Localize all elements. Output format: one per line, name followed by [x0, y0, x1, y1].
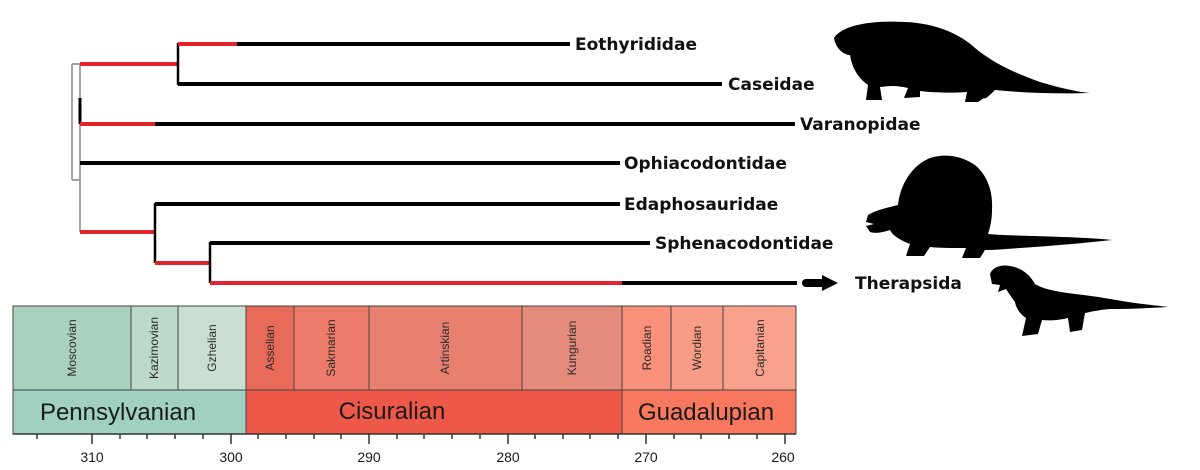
tick-label-260: 260: [771, 449, 795, 465]
taxon-label-sphenacodontidae: Sphenacodontidae: [655, 234, 833, 254]
stage-cell-kazimovian: [130, 305, 179, 391]
epoch-label-guadalupian: Guadalupian: [638, 399, 774, 426]
taxon-label-eothyrididae: Eothyrididae: [575, 35, 697, 55]
stage-label-roadian: Roadian: [640, 326, 654, 371]
stage-cell-kungurian: [521, 305, 623, 391]
taxon-labels: Eothyrididae Caseidae Varanopidae Ophiac…: [575, 35, 962, 294]
stage-label-moscovian: Moscovian: [65, 319, 79, 376]
epoch-label-cisuralian: Cisuralian: [339, 398, 446, 425]
epoch-label-pennsylvanian: Pennsylvanian: [40, 399, 196, 426]
tick-label-300: 300: [219, 449, 243, 465]
taxon-label-edaphosauridae: Edaphosauridae: [624, 195, 778, 215]
stage-cell-moscovian: [12, 305, 132, 391]
stage-label-capitanian: Capitanian: [753, 319, 767, 376]
geologic-timescale: Moscovian Kazimovian Gzhelian Asselian S…: [12, 305, 797, 465]
stage-label-gzhelian: Gzhelian: [205, 324, 219, 371]
time-axis-ticks: [36, 434, 786, 444]
stage-label-kungurian: Kungurian: [565, 321, 579, 376]
stage-label-sakmarian: Sakmarian: [324, 319, 338, 376]
stage-cell-gzhelian: [177, 305, 247, 391]
stage-cell-capitanian: [722, 305, 797, 391]
stage-label-wordian: Wordian: [690, 326, 704, 370]
stage-label-artinskian: Artinskian: [438, 322, 452, 375]
phylogenetic-tree: [71, 42, 838, 291]
therapsida-arrow-icon: [802, 275, 838, 291]
stage-cell-artinskian: [368, 305, 523, 391]
therapsid-silhouette-icon: [990, 265, 1168, 336]
stage-cell-asselian: [245, 305, 295, 391]
epoch-cell-pennsylvanian: [12, 389, 247, 435]
dimetrodon-silhouette-icon: [866, 155, 1112, 258]
taxon-label-caseidae: Caseidae: [728, 75, 815, 95]
stage-label-kazimovian: Kazimovian: [147, 317, 161, 379]
taxon-label-therapsida: Therapsida: [855, 274, 962, 294]
taxon-label-ophiacodontidae: Ophiacodontidae: [624, 154, 787, 174]
caseid-silhouette-icon: [834, 21, 1090, 103]
tick-label-310: 310: [80, 449, 104, 465]
stage-label-asselian: Asselian: [263, 325, 277, 370]
stage-cell-sakmarian: [293, 305, 370, 391]
tick-label-270: 270: [634, 449, 658, 465]
tick-label-280: 280: [496, 449, 520, 465]
tick-label-290: 290: [357, 449, 381, 465]
taxon-label-varanopidae: Varanopidae: [800, 115, 921, 135]
